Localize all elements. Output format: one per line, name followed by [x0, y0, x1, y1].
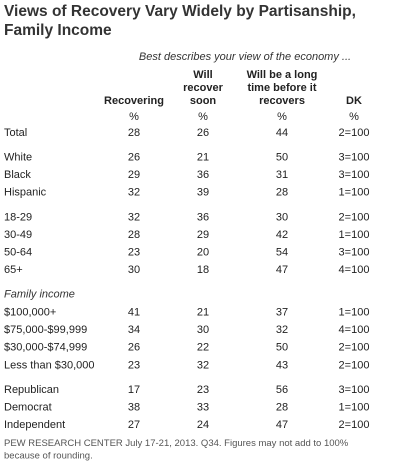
column-header: Recovering [104, 95, 164, 107]
cell: 50 [276, 342, 288, 354]
cell: 38 [128, 402, 140, 414]
cell: 3=100 [339, 247, 370, 259]
cell: 23 [128, 359, 140, 371]
cell: 21 [197, 307, 209, 319]
cell: 41 [128, 307, 140, 319]
cell: 44 [276, 127, 288, 139]
row-label: 18-29 [4, 211, 32, 223]
row-label: Black [4, 169, 31, 181]
row-label: $100,000+ [4, 307, 56, 319]
cell: 47 [276, 419, 288, 431]
cell: 42 [276, 229, 288, 241]
cell: 22 [197, 342, 209, 354]
cell: 1=100 [339, 187, 370, 199]
row-label: $30,000-$74,999 [4, 342, 87, 354]
cell: 3=100 [339, 152, 370, 164]
column-header: soon [190, 95, 217, 107]
title: Views of Recovery Vary Widely by Partisa… [4, 3, 356, 20]
column-header: recover [183, 82, 223, 94]
cell: 21 [197, 152, 209, 164]
cell: 28 [128, 229, 140, 241]
row-label: $75,000-$99,999 [4, 324, 87, 336]
cell: 32 [128, 187, 140, 199]
cell: 56 [276, 384, 288, 396]
cell: 3=100 [339, 169, 370, 181]
cell: 1=100 [339, 229, 370, 241]
column-header: Will be a long [247, 69, 318, 81]
cell: 37 [276, 307, 288, 319]
footnote: because of rounding. [4, 450, 93, 461]
title: Family Income [4, 22, 112, 39]
cell: 28 [276, 187, 288, 199]
row-label: Democrat [4, 402, 52, 414]
cell: 36 [197, 169, 209, 181]
cell: 28 [276, 402, 288, 414]
cell: 31 [276, 169, 288, 181]
cell: 39 [197, 187, 209, 199]
cell: 4=100 [339, 264, 370, 276]
cell: 2=100 [339, 359, 370, 371]
cell: 29 [197, 229, 209, 241]
cell: 29 [128, 169, 140, 181]
cell: 4=100 [339, 324, 370, 336]
column-header: recovers [259, 95, 305, 107]
cell: 23 [128, 247, 140, 259]
row-label: Independent [4, 419, 65, 431]
cell: 18 [197, 264, 209, 276]
row-label: Hispanic [4, 187, 47, 199]
column-header: time before it [247, 82, 316, 94]
cell: 47 [276, 264, 288, 276]
column-header: DK [346, 95, 362, 107]
column-header: Will [193, 69, 212, 81]
cell: 2=100 [339, 211, 370, 223]
cell: 2=100 [339, 419, 370, 431]
cell: 34 [128, 324, 140, 336]
unit: % [277, 111, 287, 123]
cell: 24 [197, 419, 209, 431]
unit: % [349, 111, 359, 123]
row-label: Total [4, 127, 27, 139]
cell: 26 [197, 127, 209, 139]
cell: 28 [128, 127, 140, 139]
unit: % [129, 111, 139, 123]
cell: 32 [128, 211, 140, 223]
cell: 26 [128, 342, 140, 354]
row-label: Less than $30,000 [4, 359, 95, 371]
cell: 43 [276, 359, 288, 371]
cell: 32 [197, 359, 209, 371]
row-label: White [4, 152, 32, 164]
cell: 27 [128, 419, 140, 431]
cell: 30 [128, 264, 140, 276]
cell: 33 [197, 402, 209, 414]
row-label: 30-49 [4, 229, 32, 241]
cell: 1=100 [339, 402, 370, 414]
row-label: 50-64 [4, 247, 32, 259]
cell: 30 [276, 211, 288, 223]
cell: 32 [276, 324, 288, 336]
footnote: PEW RESEARCH CENTER July 17-21, 2013. Q3… [4, 438, 349, 449]
cell: 1=100 [339, 307, 370, 319]
cell: 26 [128, 152, 140, 164]
cell: 23 [197, 384, 209, 396]
cell: 36 [197, 211, 209, 223]
cell: 20 [197, 247, 209, 259]
row-label: Republican [4, 384, 59, 396]
section-heading: Family income [4, 289, 75, 301]
row-label: 65+ [4, 264, 23, 276]
cell: 3=100 [339, 384, 370, 396]
cell: 50 [276, 152, 288, 164]
cell: 2=100 [339, 342, 370, 354]
cell: 30 [197, 324, 209, 336]
cell: 54 [276, 247, 288, 259]
cell: 17 [128, 384, 140, 396]
cell: 2=100 [339, 127, 370, 139]
subtitle: Best describes your view of the economy … [139, 51, 351, 63]
unit: % [198, 111, 208, 123]
